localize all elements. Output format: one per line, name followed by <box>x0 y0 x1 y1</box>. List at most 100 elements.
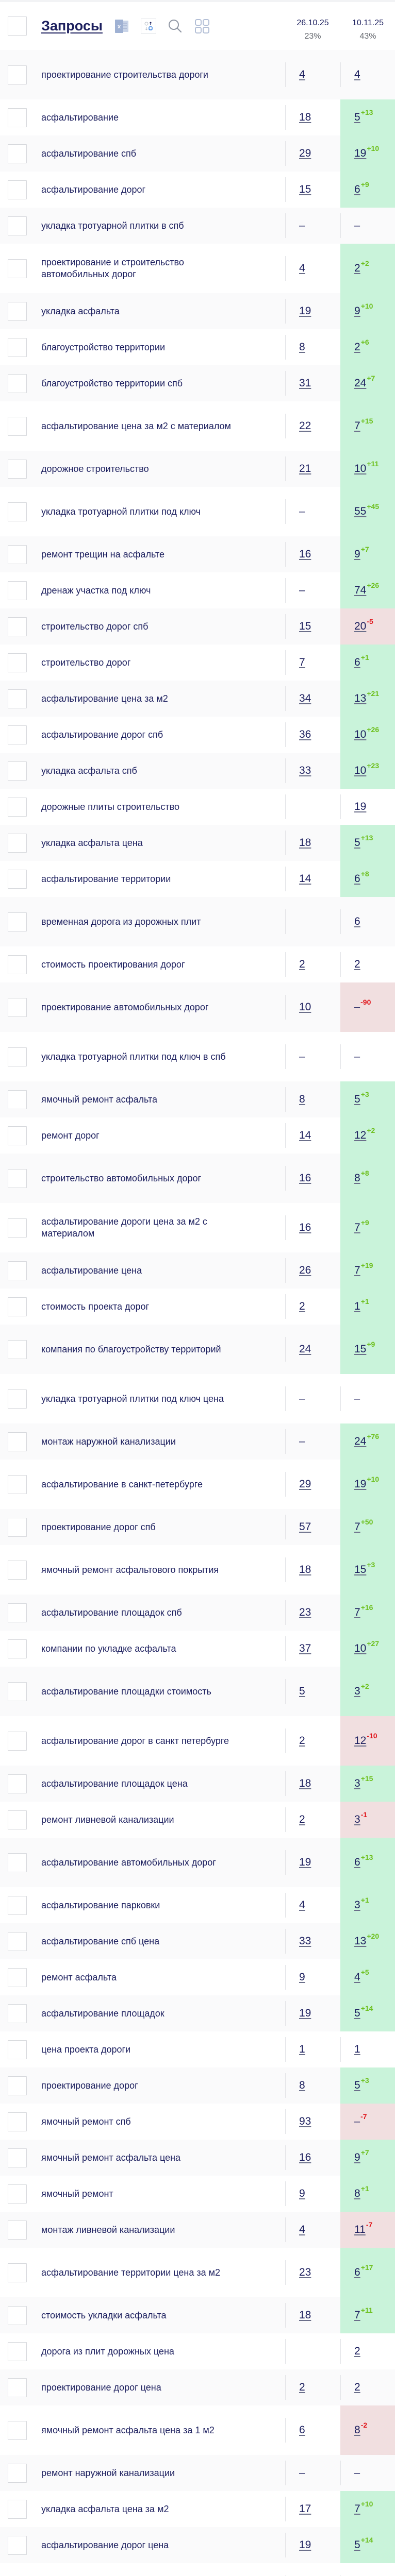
row-checkbox[interactable] <box>8 2342 27 2361</box>
position-link[interactable]: 13 <box>354 1935 367 1947</box>
position-link[interactable]: 24 <box>299 1343 311 1355</box>
row-checkbox[interactable] <box>8 416 27 436</box>
position-link[interactable]: 15 <box>299 620 311 632</box>
row-checkbox[interactable] <box>8 1810 27 1829</box>
row-checkbox[interactable] <box>8 869 27 889</box>
row-checkbox[interactable] <box>8 1261 27 1280</box>
position-link[interactable]: 21 <box>299 463 311 474</box>
position-link[interactable]: 3 <box>354 1814 360 1825</box>
position-link[interactable]: 2 <box>354 2381 360 2393</box>
position-link[interactable]: 7 <box>354 420 360 432</box>
position-link[interactable]: 26 <box>299 1264 311 1276</box>
row-checkbox[interactable] <box>8 2463 27 2483</box>
position-link[interactable]: 2 <box>299 1814 305 1825</box>
position-link[interactable]: 8 <box>299 2079 305 2091</box>
row-checkbox[interactable] <box>8 545 27 564</box>
position-link[interactable]: 74 <box>354 584 367 596</box>
page-title[interactable]: Запросы <box>41 18 103 33</box>
position-link[interactable]: 7 <box>354 1264 360 1276</box>
position-link[interactable]: 4 <box>299 262 305 274</box>
position-link[interactable]: 19 <box>299 2007 311 2019</box>
position-link[interactable]: 9 <box>299 1971 305 1983</box>
position-link[interactable]: 3 <box>354 1685 360 1697</box>
excel-export-icon[interactable]: x <box>114 19 129 33</box>
select-all-checkbox[interactable] <box>8 16 27 36</box>
position-link[interactable]: 16 <box>299 1222 311 1233</box>
row-checkbox[interactable] <box>8 1774 27 1793</box>
row-checkbox[interactable] <box>8 2499 27 2519</box>
position-link[interactable]: 29 <box>299 1478 311 1490</box>
row-checkbox[interactable] <box>8 1047 27 1066</box>
position-link[interactable]: 2 <box>354 958 360 970</box>
row-checkbox[interactable] <box>8 1603 27 1622</box>
position-link[interactable]: 19 <box>299 305 311 317</box>
row-checkbox[interactable] <box>8 1090 27 1109</box>
position-link[interactable]: 5 <box>354 2007 360 2019</box>
row-checkbox[interactable] <box>8 502 27 521</box>
search-icon[interactable] <box>168 19 183 34</box>
position-link[interactable]: 2 <box>299 1300 305 1312</box>
position-link[interactable]: 2 <box>354 341 360 353</box>
position-link[interactable]: 55 <box>354 505 367 517</box>
row-checkbox[interactable] <box>8 2220 27 2240</box>
row-checkbox[interactable] <box>8 2306 27 2325</box>
position-link[interactable]: 20 <box>354 620 367 632</box>
row-checkbox[interactable] <box>8 2148 27 2167</box>
position-link[interactable]: 9 <box>299 2188 305 2199</box>
position-link[interactable]: 1 <box>354 1300 360 1312</box>
date-column-header[interactable]: 26.10.25 23% <box>285 2 340 50</box>
row-checkbox[interactable] <box>8 2535 27 2555</box>
row-checkbox[interactable] <box>8 216 27 235</box>
row-checkbox[interactable] <box>8 2263 27 2282</box>
row-checkbox[interactable] <box>8 108 27 127</box>
row-checkbox[interactable] <box>8 689 27 708</box>
row-checkbox[interactable] <box>8 459 27 479</box>
grid-view-icon[interactable] <box>194 19 210 34</box>
position-link[interactable]: 7 <box>354 1606 360 1618</box>
row-checkbox[interactable] <box>8 1168 27 1188</box>
row-checkbox[interactable] <box>8 1895 27 1915</box>
position-link[interactable]: 18 <box>299 2309 311 2321</box>
row-checkbox[interactable] <box>8 1731 27 1751</box>
position-link[interactable]: 31 <box>299 377 311 389</box>
position-link[interactable]: 16 <box>299 548 311 560</box>
position-link[interactable]: 5 <box>354 2539 360 2551</box>
position-link[interactable]: 14 <box>299 1129 311 1141</box>
position-link[interactable]: 6 <box>354 1856 360 1868</box>
position-link[interactable]: 5 <box>299 1685 305 1697</box>
position-link[interactable]: 9 <box>354 2151 360 2163</box>
position-link[interactable]: 29 <box>299 147 311 159</box>
row-checkbox[interactable] <box>8 1968 27 1987</box>
row-checkbox[interactable] <box>8 65 27 84</box>
row-checkbox[interactable] <box>8 1475 27 1494</box>
position-link[interactable]: 15 <box>354 1564 367 1575</box>
position-link[interactable]: 6 <box>354 2266 360 2278</box>
position-link[interactable]: 9 <box>354 305 360 317</box>
position-link[interactable]: 33 <box>299 765 311 776</box>
position-link[interactable]: 7 <box>354 1521 360 1533</box>
position-link[interactable]: 19 <box>299 2539 311 2551</box>
row-checkbox[interactable] <box>8 797 27 817</box>
position-link[interactable]: 19 <box>354 147 367 159</box>
position-link[interactable]: 57 <box>299 1521 311 1533</box>
position-link[interactable]: 14 <box>299 873 311 885</box>
row-checkbox[interactable] <box>8 2076 27 2095</box>
position-link[interactable]: 6 <box>299 2424 305 2436</box>
position-link[interactable]: 3 <box>354 1777 360 1789</box>
row-checkbox[interactable] <box>8 259 27 278</box>
position-link[interactable]: 33 <box>299 1935 311 1947</box>
position-link[interactable]: 4 <box>299 1899 305 1911</box>
row-checkbox[interactable] <box>8 2184 27 2204</box>
position-link[interactable]: 18 <box>299 111 311 123</box>
position-link[interactable]: 7 <box>299 656 305 668</box>
row-checkbox[interactable] <box>8 180 27 199</box>
position-link[interactable]: 19 <box>354 1478 367 1490</box>
row-checkbox[interactable] <box>8 1639 27 1658</box>
position-link[interactable]: 16 <box>299 1172 311 1184</box>
row-checkbox[interactable] <box>8 997 27 1017</box>
position-link[interactable]: 2 <box>354 262 360 274</box>
position-link[interactable]: 37 <box>299 1642 311 1654</box>
position-link[interactable]: 12 <box>354 1735 367 1747</box>
row-checkbox[interactable] <box>8 2378 27 2397</box>
position-link[interactable]: 4 <box>299 69 305 80</box>
